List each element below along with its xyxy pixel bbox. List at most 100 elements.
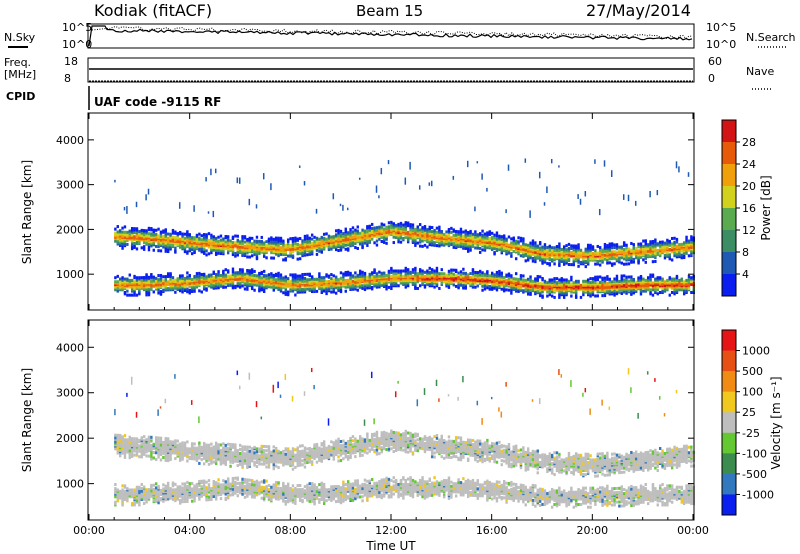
data-cell bbox=[526, 288, 530, 292]
data-cell bbox=[193, 236, 196, 240]
data-cell bbox=[651, 288, 655, 292]
data-cell bbox=[613, 246, 616, 250]
data-cell bbox=[342, 277, 345, 281]
data-cell bbox=[116, 241, 119, 245]
data-cell bbox=[531, 279, 535, 283]
data-cell bbox=[550, 258, 554, 262]
data-cell bbox=[478, 232, 482, 236]
data-cell bbox=[349, 230, 352, 234]
data-cell bbox=[164, 244, 167, 248]
noise-cell bbox=[214, 168, 217, 174]
data-cell bbox=[320, 250, 323, 254]
data-cell bbox=[248, 255, 251, 259]
data-cell bbox=[478, 269, 482, 273]
data-cell bbox=[344, 237, 347, 241]
data-cell bbox=[488, 236, 491, 240]
data-cell bbox=[164, 277, 167, 281]
data-cell bbox=[476, 284, 479, 288]
data-cell bbox=[495, 288, 499, 292]
data-cell bbox=[183, 276, 187, 280]
noise-search-series bbox=[91, 26, 693, 40]
data-cell bbox=[135, 233, 139, 237]
data-cell bbox=[445, 234, 448, 238]
data-cell bbox=[298, 277, 302, 281]
data-cell bbox=[558, 242, 561, 246]
data-cell bbox=[289, 243, 292, 247]
data-cell bbox=[370, 286, 374, 290]
data-cell bbox=[178, 230, 182, 234]
data-cell bbox=[291, 242, 295, 246]
data-cell bbox=[603, 242, 607, 246]
data-cell bbox=[320, 235, 323, 239]
data-cell bbox=[418, 239, 422, 243]
noise-cell bbox=[147, 188, 150, 195]
data-cell bbox=[498, 272, 501, 276]
data-cell bbox=[536, 289, 539, 293]
data-cell bbox=[130, 452, 134, 456]
data-cell bbox=[493, 241, 496, 245]
data-cell bbox=[454, 232, 458, 236]
data-cell bbox=[128, 232, 131, 236]
data-cell bbox=[656, 242, 659, 246]
data-cell bbox=[534, 244, 537, 248]
data-cell bbox=[327, 274, 331, 278]
data-cell bbox=[649, 245, 652, 249]
noise-right-label: N.Search bbox=[746, 31, 796, 44]
data-cell bbox=[152, 248, 155, 252]
data-cell bbox=[169, 272, 172, 276]
data-cell bbox=[553, 262, 556, 266]
data-cell bbox=[390, 223, 393, 227]
data-cell bbox=[118, 433, 122, 437]
data-cell bbox=[426, 238, 429, 242]
data-cell bbox=[685, 251, 688, 255]
data-cell bbox=[126, 230, 129, 234]
data-cell bbox=[114, 288, 117, 292]
data-cell bbox=[591, 293, 595, 297]
data-cell bbox=[430, 270, 434, 274]
data-cell bbox=[164, 232, 167, 236]
data-cell bbox=[128, 438, 131, 442]
data-cell bbox=[418, 284, 422, 288]
data-cell bbox=[490, 274, 494, 278]
data-cell bbox=[296, 279, 299, 283]
data-cell bbox=[243, 287, 247, 291]
data-cell bbox=[198, 271, 201, 275]
data-cell bbox=[171, 276, 175, 280]
noise-cell bbox=[675, 161, 678, 169]
data-cell bbox=[236, 234, 239, 238]
data-cell bbox=[572, 289, 575, 293]
data-cell bbox=[642, 258, 645, 262]
data-cell bbox=[370, 275, 374, 279]
data-cell bbox=[622, 257, 626, 261]
data-cell bbox=[385, 274, 388, 278]
noise-cell bbox=[404, 177, 407, 185]
data-cell bbox=[625, 249, 628, 253]
data-cell bbox=[481, 248, 484, 252]
data-cell bbox=[210, 245, 213, 249]
data-cell bbox=[342, 234, 345, 238]
data-cell bbox=[409, 270, 412, 274]
data-cell bbox=[589, 243, 592, 247]
data-cell bbox=[349, 271, 352, 275]
data-cell bbox=[344, 230, 347, 234]
data-cell bbox=[606, 277, 609, 281]
data-cell bbox=[529, 241, 532, 245]
data-cell bbox=[308, 239, 311, 243]
data-cell bbox=[169, 236, 172, 240]
data-cell bbox=[567, 263, 571, 267]
data-cell bbox=[486, 286, 489, 290]
data-cell bbox=[476, 271, 479, 275]
data-cell bbox=[478, 236, 482, 240]
data-cell bbox=[130, 437, 134, 441]
data-cell bbox=[114, 489, 117, 493]
data-cell bbox=[469, 281, 472, 285]
data-cell bbox=[598, 251, 602, 255]
noise-cell bbox=[207, 211, 210, 214]
data-cell bbox=[133, 241, 136, 245]
data-cell bbox=[298, 257, 302, 261]
data-cell bbox=[447, 269, 451, 273]
data-cell bbox=[198, 236, 201, 240]
data-cell bbox=[272, 244, 275, 248]
data-cell bbox=[380, 225, 383, 229]
data-cell bbox=[603, 257, 607, 261]
